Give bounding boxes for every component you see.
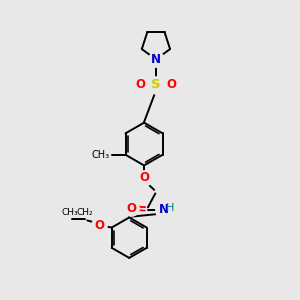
Text: S: S: [151, 78, 161, 91]
Text: O: O: [126, 202, 136, 215]
Text: CH₃: CH₃: [91, 150, 109, 160]
Text: O: O: [167, 78, 176, 91]
Text: CH₂: CH₂: [76, 208, 93, 217]
Text: O: O: [136, 78, 146, 91]
Text: N: N: [159, 203, 169, 216]
Text: CH₃: CH₃: [62, 208, 78, 217]
Text: O: O: [94, 219, 104, 232]
Text: H: H: [166, 203, 174, 213]
Text: N: N: [151, 53, 161, 66]
Text: O: O: [139, 171, 149, 184]
